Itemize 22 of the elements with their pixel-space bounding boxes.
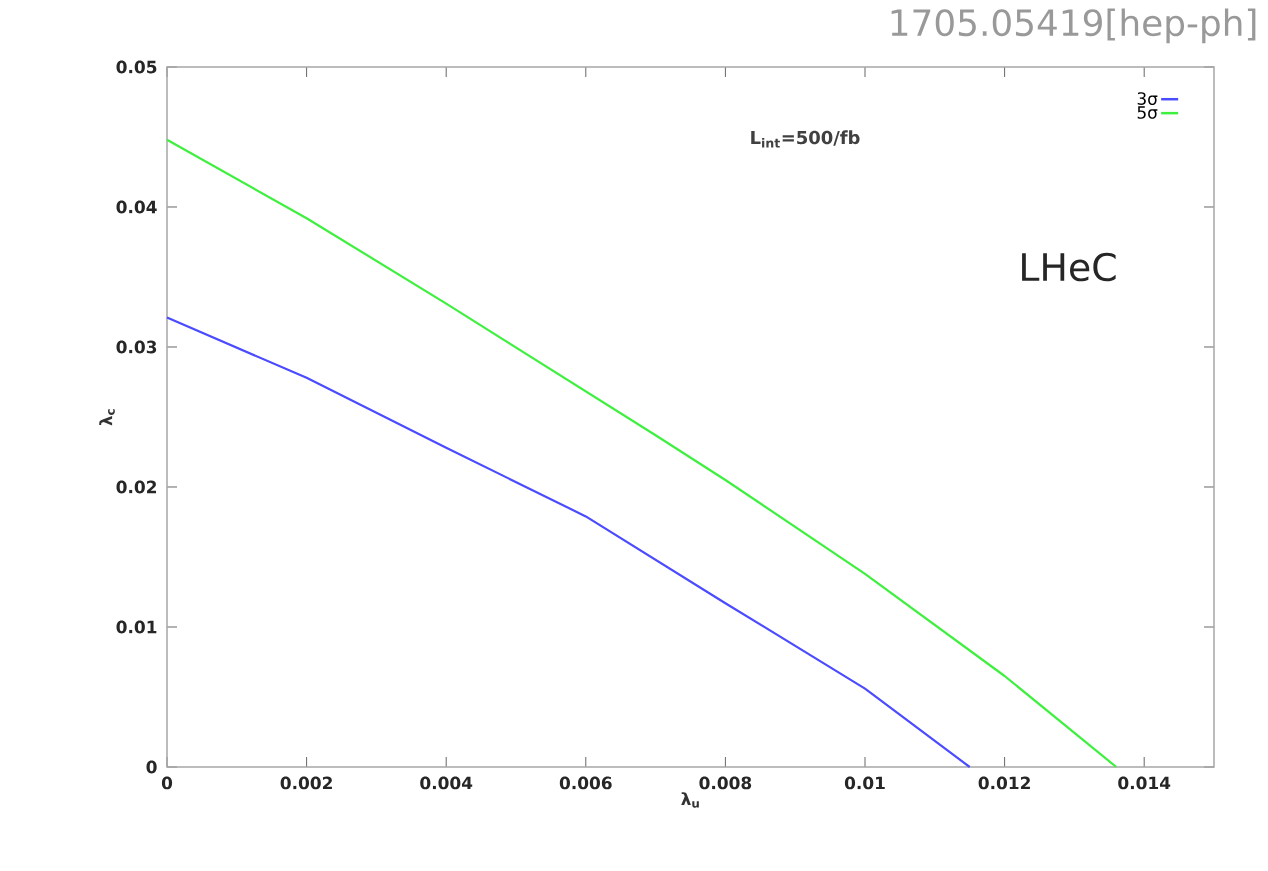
legend-label: 3σ	[1137, 92, 1158, 105]
line-series	[165, 316, 971, 769]
x-axis-title: λ$_{u}$	[681, 792, 699, 808]
y-tick-label: 0.05	[116, 60, 157, 74]
x-tick-label: 0.002	[280, 776, 332, 790]
x-tick-label: 0.01	[844, 776, 885, 790]
y-axis-title: λ$_{c}$	[99, 409, 115, 426]
text: 1705.05419[hep-ph]	[891, 8, 1256, 44]
y-tick-label: 0.01	[116, 620, 157, 634]
x-tick-label: 0.012	[978, 776, 1030, 790]
annotation: LHeC	[1022, 252, 1116, 282]
x-tick-label: 0.008	[699, 776, 752, 790]
x-tick-label: 0.006	[559, 776, 612, 790]
legend-label: 5σ	[1137, 106, 1158, 119]
y-tick-label: 0	[146, 760, 157, 774]
x-tick-label: 0.004	[420, 776, 473, 790]
y-tick-label: 0.04	[116, 200, 157, 214]
x-tick-label: 0	[161, 776, 173, 790]
x-tick-label: 0.014	[1118, 776, 1171, 790]
y-tick-label: 0.03	[116, 340, 157, 354]
text: L$_{int}$=500/fb	[751, 130, 860, 148]
y-tick-label: 0.02	[116, 480, 157, 494]
